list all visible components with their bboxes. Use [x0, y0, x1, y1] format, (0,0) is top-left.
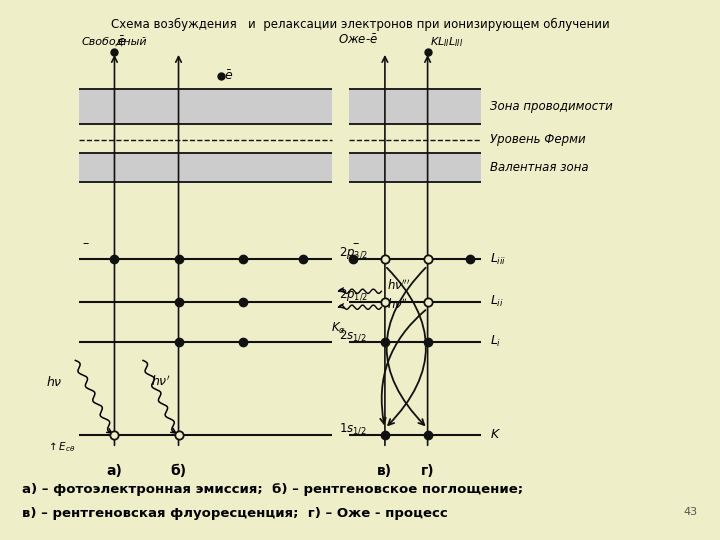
Text: –: – [353, 237, 359, 250]
Text: $L_{iii}$: $L_{iii}$ [490, 252, 505, 267]
Bar [349, 89, 481, 124]
Text: $\bar{e}$: $\bar{e}$ [224, 69, 233, 83]
Text: $L_{ii}$: $L_{ii}$ [490, 294, 503, 309]
Text: б): б) [171, 464, 186, 478]
Text: $2s_{1/2}$: $2s_{1/2}$ [338, 328, 366, 343]
Bar [79, 89, 331, 124]
Text: $h\nu$: $h\nu$ [45, 375, 63, 389]
Text: $h\nu'$: $h\nu'$ [151, 374, 171, 389]
Text: $KL_{II}L_{III}$: $KL_{II}L_{III}$ [431, 36, 464, 49]
Bar [79, 153, 331, 183]
Text: Зона проводимости: Зона проводимости [490, 100, 612, 113]
Text: $L_{i}$: $L_{i}$ [490, 334, 501, 349]
Text: $K_{\alpha}$: $K_{\alpha}$ [330, 321, 346, 336]
Text: в): в) [377, 464, 392, 478]
Text: Свободный: Свободный [81, 37, 148, 46]
Text: $K$: $K$ [490, 428, 500, 441]
Text: в) – рентгеновская флуоресценция;  г) – Оже - процесс: в) – рентгеновская флуоресценция; г) – О… [22, 507, 448, 519]
Text: г): г) [420, 464, 434, 478]
Text: $2p_{3/2}$: $2p_{3/2}$ [338, 245, 368, 261]
Text: Валентная зона: Валентная зона [490, 161, 588, 174]
Text: $Оже$-$\bar{e}$: $Оже$-$\bar{e}$ [338, 33, 378, 46]
Text: $h\nu''$: $h\nu''$ [387, 298, 408, 312]
Text: $\bar{e}$: $\bar{e}$ [117, 36, 127, 49]
Text: Уровень Ферми: Уровень Ферми [490, 133, 585, 146]
Text: $\uparrow E_{c\theta}$: $\uparrow E_{c\theta}$ [46, 440, 76, 454]
Text: $h\nu'''$: $h\nu'''$ [387, 279, 410, 293]
Text: Схема возбуждения   и  релаксации электронов при ионизирующем облучении: Схема возбуждения и релаксации электроно… [111, 17, 609, 31]
Bar [349, 153, 481, 183]
Text: 43: 43 [684, 507, 698, 517]
Text: $1s_{1/2}$: $1s_{1/2}$ [338, 421, 366, 436]
Text: –: – [83, 237, 89, 250]
Text: а) – фотоэлектронная эмиссия;  б) – рентгеновское поглощение;: а) – фотоэлектронная эмиссия; б) – рентг… [22, 483, 523, 496]
Text: $2p_{1/2}$: $2p_{1/2}$ [338, 288, 368, 303]
Text: а): а) [107, 464, 122, 478]
